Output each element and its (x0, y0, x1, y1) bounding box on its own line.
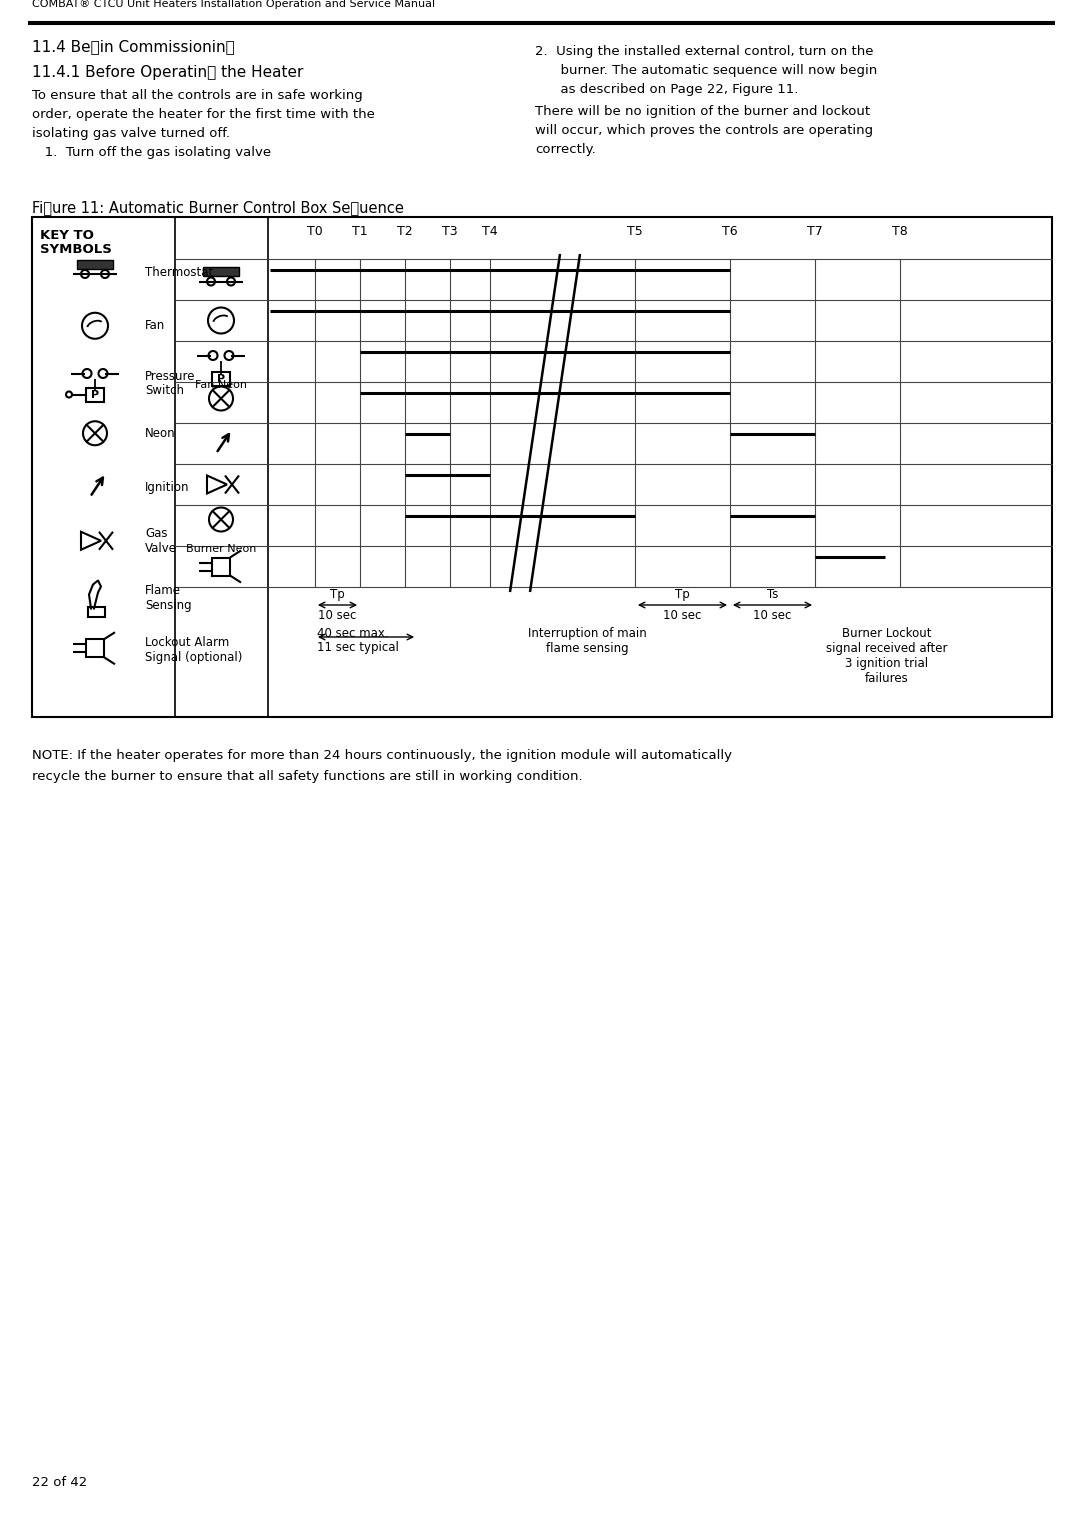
Text: Ignition: Ignition (145, 481, 189, 493)
Text: Flame
Sensing: Flame Sensing (145, 585, 191, 612)
Text: order, operate the heater for the first time with the: order, operate the heater for the first … (32, 108, 375, 121)
Text: 11.4 BeⒻin CommissioninⒻ: 11.4 BeⒻin CommissioninⒻ (32, 40, 234, 53)
Text: Fan Neon: Fan Neon (195, 380, 247, 389)
Text: 10 sec: 10 sec (319, 609, 356, 621)
Text: 1.  Turn off the gas isolating valve: 1. Turn off the gas isolating valve (32, 147, 271, 159)
Text: will occur, which proves the controls are operating: will occur, which proves the controls ar… (535, 124, 873, 137)
Text: T3: T3 (442, 224, 458, 238)
Text: 2.  Using the installed external control, turn on the: 2. Using the installed external control,… (535, 44, 874, 58)
Bar (212, 371, 230, 385)
Bar (86, 640, 104, 657)
Text: T5: T5 (627, 224, 643, 238)
Text: T4: T4 (482, 224, 498, 238)
Text: T7: T7 (807, 224, 823, 238)
Text: Pressure
Switch: Pressure Switch (145, 370, 195, 397)
Text: Thermostat: Thermostat (145, 266, 213, 278)
Text: FiⒻure 11: Automatic Burner Control Box SeⒻuence: FiⒻure 11: Automatic Burner Control Box … (32, 200, 404, 215)
Text: 10 sec: 10 sec (663, 609, 702, 621)
Text: 10 sec: 10 sec (754, 609, 792, 621)
Text: T6: T6 (723, 224, 738, 238)
Text: Ts: Ts (767, 588, 779, 602)
Text: 22 of 42: 22 of 42 (32, 1477, 87, 1489)
Text: T8: T8 (892, 224, 908, 238)
Text: 40 sec max.: 40 sec max. (318, 628, 389, 640)
Text: COMBAT® CTCU Unit Heaters Installation Operation and Service Manual: COMBAT® CTCU Unit Heaters Installation O… (32, 0, 435, 9)
Bar (203, 267, 239, 275)
Bar (86, 388, 104, 402)
Text: Gas
Valve: Gas Valve (145, 527, 177, 554)
Bar (87, 606, 105, 617)
Text: T0: T0 (307, 224, 323, 238)
Text: Lockout Alarm
Signal (optional): Lockout Alarm Signal (optional) (145, 637, 242, 664)
Text: Tp: Tp (330, 588, 345, 602)
Text: SYMBOLS: SYMBOLS (40, 243, 112, 257)
Text: NOTE: If the heater operates for more than 24 hours continuously, the ignition m: NOTE: If the heater operates for more th… (32, 750, 732, 762)
Text: T1: T1 (352, 224, 368, 238)
Text: To ensure that all the controls are in safe working: To ensure that all the controls are in s… (32, 89, 363, 102)
Text: Neon: Neon (145, 426, 176, 440)
Text: recycle the burner to ensure that all safety functions are still in working cond: recycle the burner to ensure that all sa… (32, 770, 582, 783)
Text: KEY TO: KEY TO (40, 229, 94, 241)
Text: Fan: Fan (145, 319, 165, 333)
Text: P: P (217, 374, 225, 383)
Text: Burner Lockout
signal received after
3 ignition trial
failures: Burner Lockout signal received after 3 i… (826, 628, 948, 686)
Text: Tp: Tp (675, 588, 690, 602)
Text: Interruption of main
flame sensing: Interruption of main flame sensing (528, 628, 646, 655)
Text: P: P (91, 389, 99, 400)
Bar (32, 217, 1052, 718)
Bar (212, 557, 230, 576)
Text: as described on Page 22, Figure 11.: as described on Page 22, Figure 11. (535, 82, 798, 96)
Text: T2: T2 (397, 224, 413, 238)
Bar (77, 260, 113, 269)
Text: 11 sec typical: 11 sec typical (318, 641, 399, 654)
Text: Burner Neon: Burner Neon (186, 544, 256, 554)
Text: 11.4.1 Before OperatinⒻ the Heater: 11.4.1 Before OperatinⒻ the Heater (32, 66, 303, 79)
Text: correctly.: correctly. (535, 144, 596, 156)
Text: There will be no ignition of the burner and lockout: There will be no ignition of the burner … (535, 105, 870, 118)
Text: burner. The automatic sequence will now begin: burner. The automatic sequence will now … (535, 64, 877, 76)
Text: isolating gas valve turned off.: isolating gas valve turned off. (32, 127, 230, 140)
